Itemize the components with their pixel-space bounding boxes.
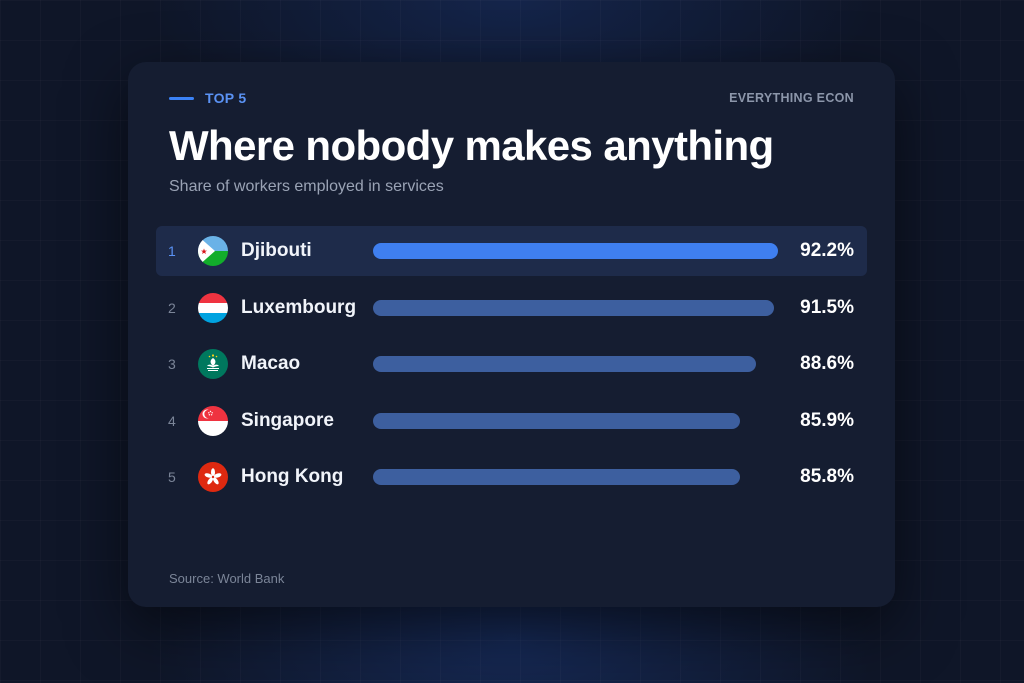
luxembourg-flag-icon [198,292,228,323]
bar-track [373,469,778,485]
source-note: Source: World Bank [169,571,285,586]
rank-number: 5 [168,469,176,485]
value-label: 88.6% [800,353,854,374]
djibouti-flag-icon [198,236,228,266]
value-label: 85.9% [800,409,854,431]
rank-number: 3 [168,356,176,372]
category-label: Djibouti [241,240,312,261]
brand-label: EVERYTHING ECON [729,91,854,105]
bar-track [373,299,778,316]
rank-number: 1 [168,243,176,259]
bar-row: 5 Hong Kong 85.8% [156,452,867,502]
bar [373,299,774,316]
macao-flag-icon [198,349,228,379]
hong-kong-flag-icon [198,462,228,492]
chart-title: Where nobody makes anything [169,122,774,169]
value-label: 92.2% [800,240,854,261]
bar-track [373,412,778,429]
category-label: Macao [241,353,301,374]
value-label: 91.5% [800,296,854,318]
bar-row: 4 Singapore 85.9% [156,396,867,446]
rank-number: 2 [168,299,176,316]
bar-rows: 1 Djibouti 92.2% 2 Luxembourg 91.5% 3 Macao 88.6… [156,226,867,509]
rank-number: 4 [168,412,176,429]
bar [373,469,740,485]
kicker: TOP 5 [169,90,246,106]
kicker-text: TOP 5 [205,90,247,106]
bar [373,356,756,372]
bar-track [373,356,778,372]
bar [373,412,740,429]
category-label: Luxembourg [241,296,357,318]
bar [373,243,778,259]
bar-row: 3 Macao 88.6% [156,339,867,389]
bar-row: 1 Djibouti 92.2% [156,226,867,276]
category-label: Hong Kong [241,466,344,487]
bar-row: 2 Luxembourg 91.5% [156,283,867,333]
bar-track [373,243,778,259]
chart-subtitle: Share of workers employed in services [169,178,444,195]
kicker-accent-line [169,96,194,100]
category-label: Singapore [241,409,334,431]
chart-card: TOP 5 EVERYTHING ECON Where nobody makes… [128,62,895,607]
singapore-flag-icon [198,405,228,436]
value-label: 85.8% [800,466,854,487]
